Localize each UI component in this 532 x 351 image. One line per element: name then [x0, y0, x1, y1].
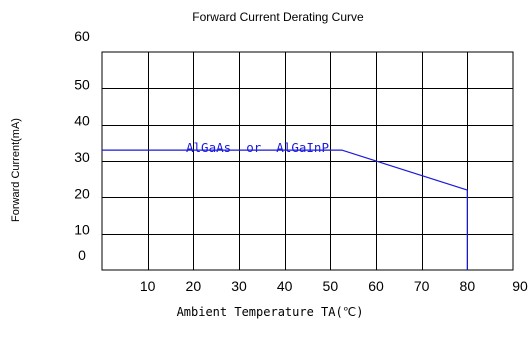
x-tick-label: 40 — [277, 278, 293, 294]
series-annotation: AlGaAs or AlGaInP — [186, 140, 329, 155]
grid — [101, 51, 514, 271]
y-tick-label: 50 — [74, 76, 90, 92]
y-tick-label: 30 — [74, 149, 90, 165]
x-tick-labels: 10 20 30 40 50 60 70 80 90 — [140, 278, 528, 294]
x-tick-label: 60 — [368, 278, 384, 294]
y-axis-label: Forward Current(mA) — [10, 118, 22, 222]
y-tick-label: 60 — [74, 28, 90, 44]
x-tick-label: 20 — [186, 278, 202, 294]
x-tick-label: 90 — [512, 278, 528, 294]
chart-title: Forward Current Derating Curve — [192, 10, 364, 24]
y-tick-labels: 60 50 40 30 20 10 0 — [74, 28, 90, 263]
y-tick-label: 40 — [74, 113, 90, 129]
y-tick-label: 0 — [78, 247, 86, 263]
x-tick-label: 10 — [140, 278, 156, 294]
x-tick-label: 50 — [323, 278, 339, 294]
x-tick-label: 70 — [414, 278, 430, 294]
x-tick-label: 30 — [231, 278, 247, 294]
y-tick-label: 10 — [74, 222, 90, 238]
series-lines — [102, 149, 468, 270]
y-tick-label: 20 — [74, 185, 90, 201]
x-tick-label: 80 — [460, 278, 476, 294]
x-axis-label: Ambient Temperature TA(℃) — [177, 305, 364, 319]
series-line — [102, 149, 468, 270]
